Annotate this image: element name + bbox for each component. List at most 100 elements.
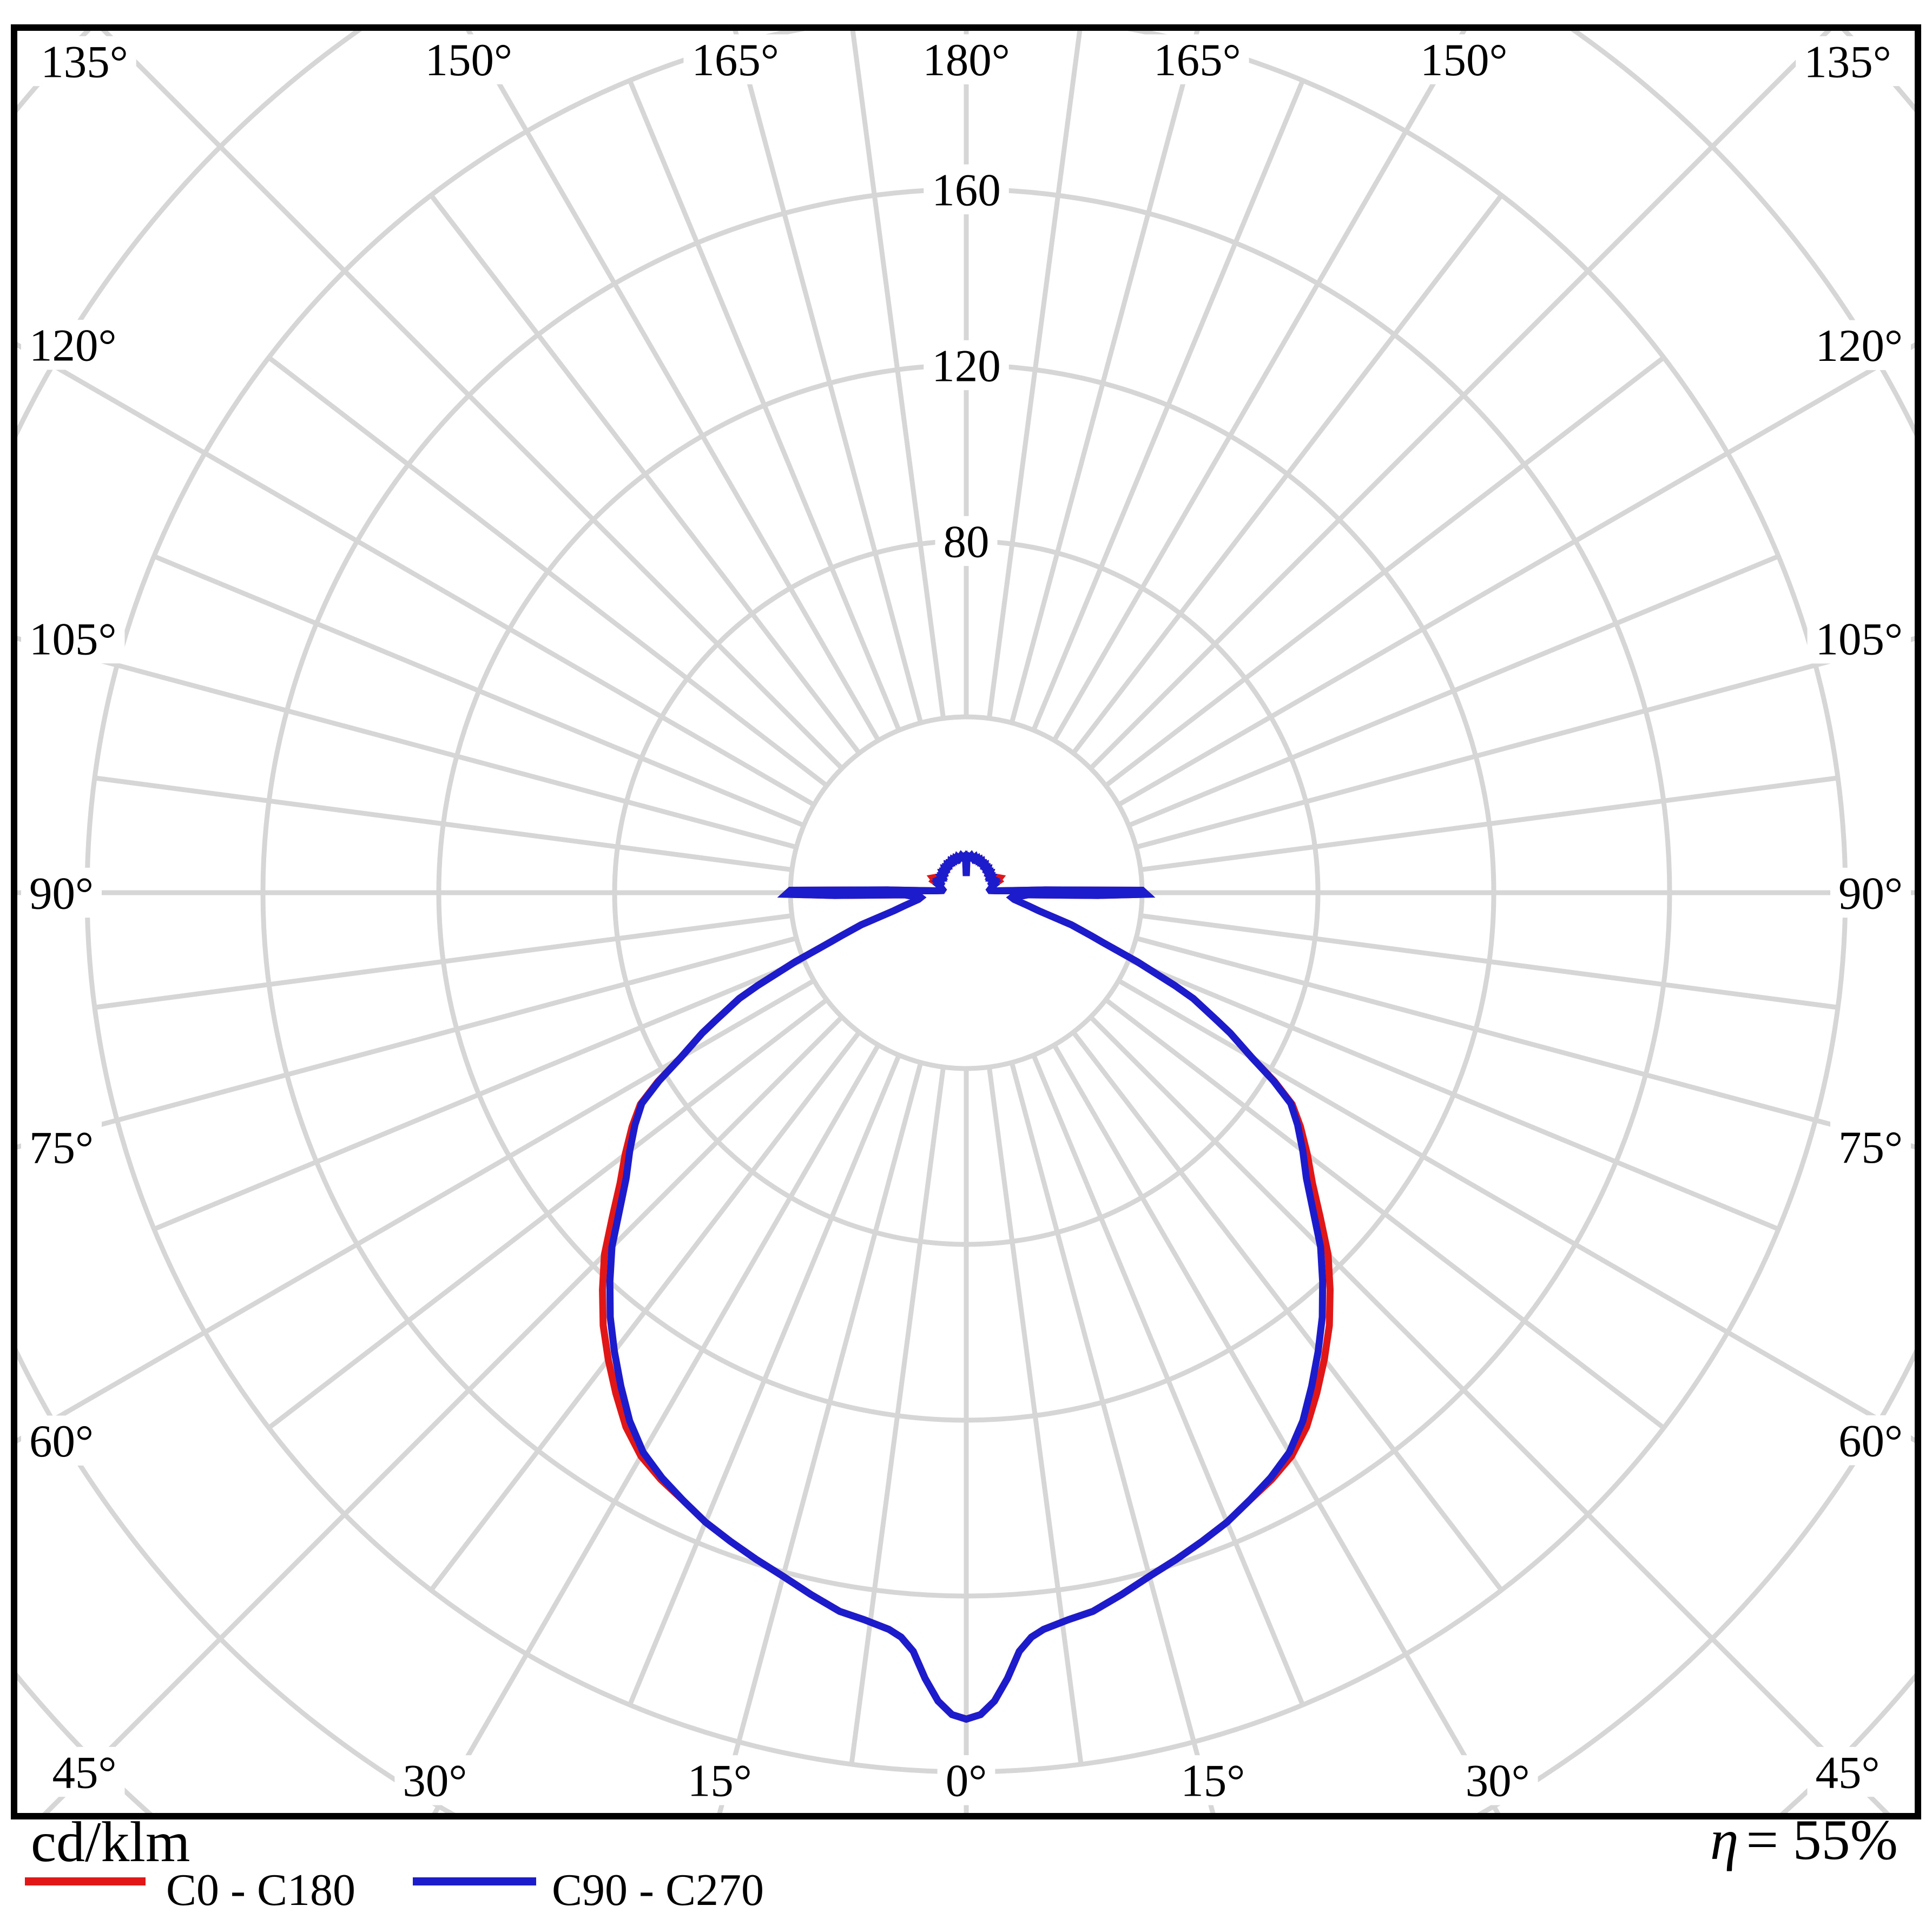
label-mask bbox=[1172, 1755, 1254, 1805]
angle-label: 45° bbox=[52, 1747, 117, 1798]
angle-label: 150° bbox=[1420, 35, 1508, 85]
polar-grid-ray-major bbox=[17, 935, 797, 1150]
angle-label: 30° bbox=[403, 1756, 467, 1806]
polar-grid-ray-minor bbox=[850, 31, 946, 719]
polar-grid-ray-minor bbox=[429, 1031, 861, 1592]
angle-label: 60° bbox=[1838, 1415, 1903, 1466]
polar-grid-ray-major bbox=[17, 342, 815, 807]
polar-grid-ray-minor bbox=[1031, 79, 1305, 731]
angle-label: 105° bbox=[1816, 614, 1903, 665]
polar-grid-ray-minor bbox=[1031, 1054, 1305, 1706]
label-mask bbox=[924, 340, 1009, 391]
axis-labels: 0°0°15°15°30°30°45°45°60°60°75°75°90°90°… bbox=[21, 34, 1911, 1806]
label-mask bbox=[683, 34, 787, 84]
label-mask bbox=[1830, 1122, 1911, 1172]
label-mask bbox=[21, 613, 125, 664]
efficiency-label: η = 55% bbox=[1710, 1811, 1898, 1869]
label-mask bbox=[1796, 36, 1900, 87]
angle-label: 120° bbox=[1816, 320, 1903, 371]
label-mask bbox=[21, 867, 102, 918]
angle-label: 150° bbox=[425, 35, 513, 85]
polar-grid-ray-major bbox=[733, 31, 924, 724]
polar-grid-ray-minor bbox=[1071, 194, 1504, 755]
polar-grid-ray-major bbox=[432, 1044, 881, 1813]
polar-grid-ray-minor bbox=[94, 775, 793, 873]
radial-tick-label: 80 bbox=[944, 516, 990, 567]
label-mask bbox=[21, 1122, 102, 1172]
polar-grid-ray-minor bbox=[1104, 998, 1665, 1430]
angle-label: 180° bbox=[922, 35, 1010, 85]
polar-grid-ray-minor bbox=[1071, 1031, 1504, 1592]
polar-grid-ray-major bbox=[1089, 31, 1832, 770]
label-mask bbox=[417, 34, 521, 84]
polar-grid-ray-minor bbox=[986, 1066, 1084, 1765]
polar-grid-ray-minor bbox=[267, 355, 828, 788]
polar-grid-ray-minor bbox=[267, 998, 828, 1430]
label-mask bbox=[1807, 320, 1911, 371]
label-mask bbox=[44, 1746, 125, 1797]
legend-swatch-c90-c270 bbox=[413, 1877, 536, 1885]
polar-grid-ray-major bbox=[17, 636, 797, 850]
polar-grid-ray-major bbox=[466, 31, 881, 742]
angle-label: 165° bbox=[1153, 35, 1241, 85]
polar-grid-ray-minor bbox=[986, 31, 1083, 719]
polar-grid-ray-major bbox=[17, 978, 815, 1443]
angle-label: 120° bbox=[29, 320, 117, 371]
angle-label: 15° bbox=[1181, 1756, 1245, 1806]
legend-label-c90-c270: C90 - C270 bbox=[552, 1865, 764, 1915]
label-mask bbox=[21, 320, 125, 370]
label-mask bbox=[937, 1755, 995, 1805]
polar-grid-ray-major bbox=[717, 1061, 924, 1813]
polar-grid-ray-minor bbox=[627, 1054, 901, 1706]
angle-label: 75° bbox=[29, 1122, 94, 1173]
legend-label-c0-c180: C0 - C180 bbox=[166, 1865, 356, 1915]
eta-symbol: η bbox=[1710, 1808, 1739, 1871]
label-mask bbox=[679, 1755, 760, 1805]
label-mask bbox=[924, 164, 1009, 215]
label-mask bbox=[935, 516, 998, 566]
polar-grid-ray-minor bbox=[153, 958, 805, 1232]
polar-grid-ray-minor bbox=[849, 1066, 946, 1765]
label-mask bbox=[21, 1415, 102, 1466]
radial-tick-label: 120 bbox=[932, 340, 1001, 391]
label-mask bbox=[1830, 1415, 1911, 1466]
polar-grid-ray-major bbox=[101, 31, 844, 770]
polar-grid-ray-minor bbox=[627, 79, 901, 731]
angle-label: 135° bbox=[41, 36, 128, 87]
angle-label: 45° bbox=[1816, 1747, 1880, 1798]
polar-grid-ray-major bbox=[1009, 1061, 1216, 1813]
polar-grid-ray-major bbox=[1009, 31, 1200, 724]
angle-label: 105° bbox=[29, 614, 117, 664]
legend-swatch-c0-c180 bbox=[25, 1877, 146, 1885]
polar-grid-ray-major bbox=[1052, 1044, 1501, 1813]
angle-label: 90° bbox=[29, 868, 94, 919]
angle-label: 90° bbox=[1838, 868, 1903, 919]
polar-grid-ray-minor bbox=[1140, 913, 1838, 1010]
label-mask bbox=[32, 36, 136, 87]
polar-grid-ray-minor bbox=[153, 553, 805, 828]
radial-tick-label: 160 bbox=[932, 164, 1001, 215]
polar-grid-ray-minor bbox=[1127, 958, 1780, 1232]
polar-grid-ray-minor bbox=[1104, 355, 1665, 788]
polar-grid-ray-minor bbox=[94, 913, 793, 1010]
label-mask bbox=[1412, 34, 1516, 84]
angle-label: 135° bbox=[1804, 36, 1891, 87]
angle-label: 60° bbox=[29, 1416, 94, 1467]
polar-grid-ray-major bbox=[1135, 636, 1915, 850]
curve-c90-c270 bbox=[606, 850, 1327, 1723]
polar-grid-ray-major bbox=[1052, 31, 1467, 742]
angle-label: 15° bbox=[688, 1756, 752, 1806]
angle-label: 30° bbox=[1466, 1756, 1530, 1806]
label-mask bbox=[1807, 1746, 1888, 1797]
angle-label: 0° bbox=[946, 1756, 987, 1806]
units-label: cd/klm bbox=[31, 1810, 190, 1874]
label-mask bbox=[394, 1755, 476, 1805]
polar-grid-ray-major bbox=[1135, 935, 1915, 1150]
angle-label: 165° bbox=[691, 35, 779, 85]
chart-frame bbox=[11, 24, 1921, 1819]
polar-grid-ray-major bbox=[1117, 342, 1915, 807]
polar-grid-ray-major bbox=[1117, 978, 1915, 1443]
angle-label: 75° bbox=[1838, 1122, 1903, 1173]
